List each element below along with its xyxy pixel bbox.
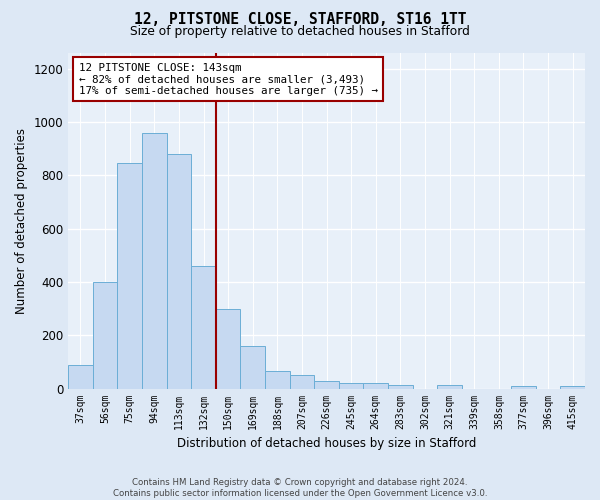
- Text: 12, PITSTONE CLOSE, STAFFORD, ST16 1TT: 12, PITSTONE CLOSE, STAFFORD, ST16 1TT: [134, 12, 466, 28]
- Bar: [167, 154, 191, 388]
- Bar: [93, 282, 118, 389]
- Text: Size of property relative to detached houses in Stafford: Size of property relative to detached ho…: [130, 25, 470, 38]
- Text: Contains HM Land Registry data © Crown copyright and database right 2024.
Contai: Contains HM Land Registry data © Crown c…: [113, 478, 487, 498]
- Bar: [191, 266, 216, 388]
- X-axis label: Distribution of detached houses by size in Stafford: Distribution of detached houses by size …: [177, 437, 476, 450]
- Bar: [265, 371, 290, 388]
- Bar: [290, 375, 314, 388]
- Bar: [339, 383, 364, 388]
- Bar: [142, 132, 167, 388]
- Bar: [118, 163, 142, 388]
- Bar: [511, 386, 536, 388]
- Bar: [68, 364, 93, 388]
- Y-axis label: Number of detached properties: Number of detached properties: [15, 128, 28, 314]
- Text: 12 PITSTONE CLOSE: 143sqm
← 82% of detached houses are smaller (3,493)
17% of se: 12 PITSTONE CLOSE: 143sqm ← 82% of detac…: [79, 62, 377, 96]
- Bar: [388, 384, 413, 388]
- Bar: [216, 308, 241, 388]
- Bar: [560, 386, 585, 388]
- Bar: [437, 386, 462, 388]
- Bar: [241, 346, 265, 389]
- Bar: [314, 380, 339, 388]
- Bar: [364, 383, 388, 388]
